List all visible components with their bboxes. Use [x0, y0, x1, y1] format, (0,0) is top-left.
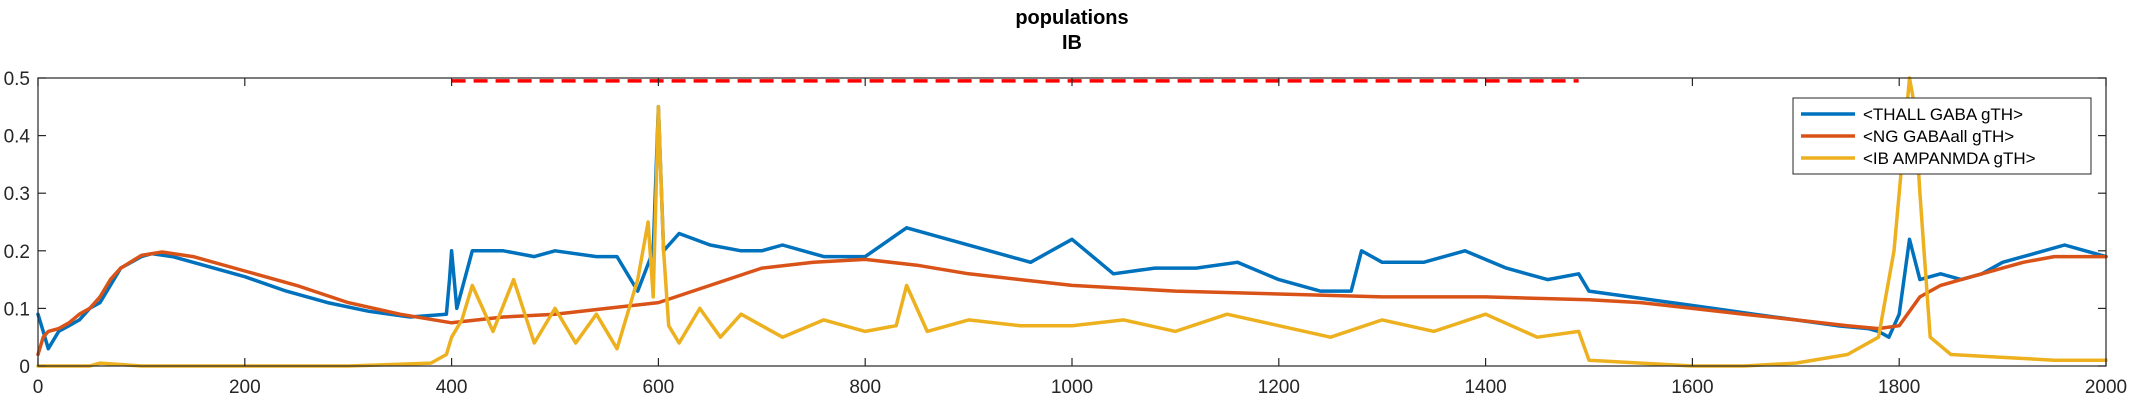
x-tick-label: 800 — [849, 377, 881, 398]
series-line-3 — [36, 76, 2108, 368]
x-tick-label: 200 — [229, 377, 261, 398]
y-tick-label: 0.1 — [4, 299, 30, 320]
x-tick-label: 600 — [643, 377, 675, 398]
y-tick-label: 0.4 — [4, 127, 31, 148]
chart-title: populations — [1015, 7, 1128, 29]
chart-title-group: populations IB — [1015, 7, 1128, 54]
axes: 0 200 400 600 800 1000 1200 1400 1600 1800 2000 0 0.… — [4, 69, 2128, 398]
y-tick-label: 0.5 — [4, 69, 30, 90]
y-tick-label: 0.2 — [4, 242, 30, 263]
series-line-1 — [36, 105, 2108, 351]
chart-subtitle: IB — [1062, 32, 1082, 54]
x-tick-label: 1800 — [1878, 377, 1920, 398]
legend-label-1: <THALL GABA gTH> — [1863, 105, 2023, 124]
x-tick-label: 1600 — [1671, 377, 1713, 398]
x-tick-label: 0 — [33, 377, 44, 398]
x-tick-label: 400 — [436, 377, 468, 398]
legend-label-2: <NG GABAall gTH> — [1863, 127, 2014, 146]
x-tick-label: 1200 — [1258, 377, 1300, 398]
y-tick-label: 0 — [19, 357, 30, 378]
legend-label-3: <IB AMPANMDA gTH> — [1863, 149, 2036, 168]
x-tick-label: 1400 — [1464, 377, 1506, 398]
y-tick-label: 0.3 — [4, 184, 30, 205]
legend: <THALL GABA gTH> <NG GABAall gTH> <IB AMPA… — [1792, 97, 2092, 175]
x-tick-label: 2000 — [2085, 377, 2127, 398]
series-line-2 — [36, 250, 2108, 357]
x-tick-label: 1000 — [1051, 377, 1093, 398]
series-layer — [36, 76, 2108, 368]
